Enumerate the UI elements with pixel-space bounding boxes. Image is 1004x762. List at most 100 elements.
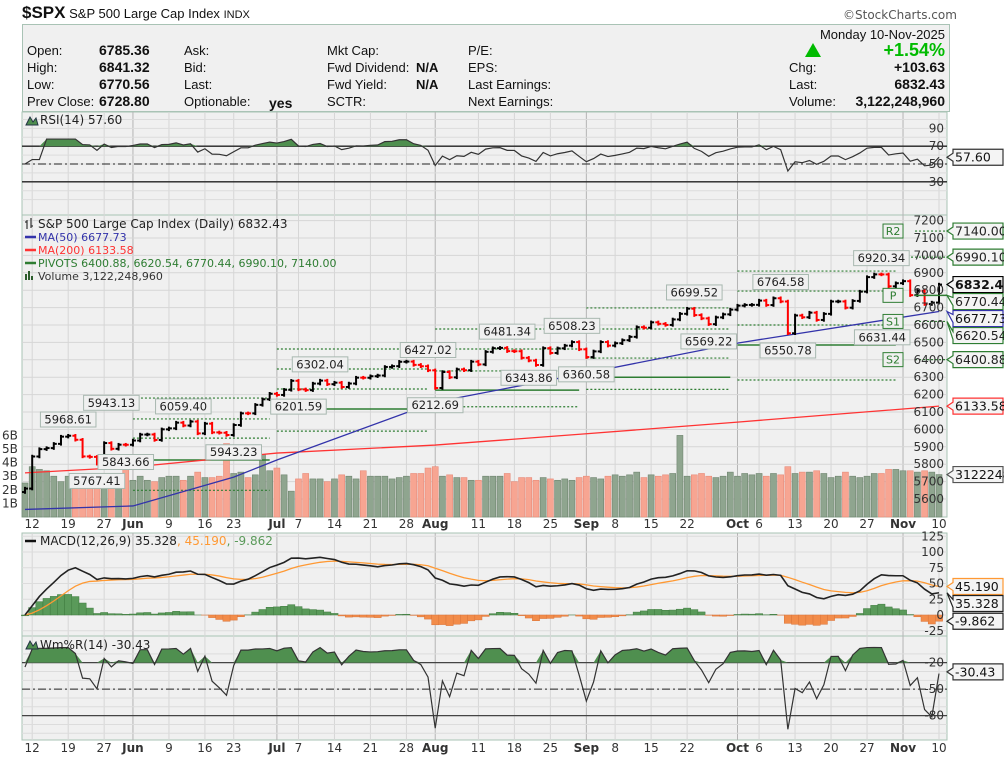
price-bar (849, 299, 856, 310)
price-bar (158, 427, 165, 442)
date-axis-label: 27 (859, 741, 874, 755)
date-axis-label: 18 (507, 741, 522, 755)
last-value: 6832.43 (894, 76, 945, 92)
price-bar (108, 441, 115, 451)
macd-histogram-bar (452, 614, 461, 625)
price-bar (86, 454, 93, 459)
macd-histogram-bar (488, 613, 497, 616)
macd-histogram-bar (136, 612, 144, 616)
price-bar (317, 378, 324, 386)
volume-bar (921, 470, 928, 518)
price-bar (511, 349, 518, 353)
macd-histogram-bar (460, 614, 468, 624)
macd-axis-label: -25 (924, 624, 944, 638)
macd-histogram-bar (129, 613, 137, 616)
volume-bar (784, 466, 792, 518)
volume-bar (525, 477, 533, 518)
macd-histogram-bar (647, 609, 655, 616)
price-annotation-box (39, 411, 97, 428)
low-value: 6770.56 (99, 76, 150, 92)
macd-histogram-bar (165, 612, 173, 616)
volume-bar (503, 473, 511, 518)
volume-bar (21, 482, 29, 518)
price-bar (669, 317, 676, 327)
macd-histogram-bar (431, 614, 440, 626)
volume-value: 3,122,248,960 (855, 93, 945, 109)
pivot-value-marker-box (946, 321, 1004, 345)
volume-bar (467, 479, 475, 518)
price-bar (763, 298, 770, 307)
volume-bar (129, 479, 137, 518)
price-bar (194, 419, 201, 436)
price-bar (259, 397, 266, 407)
price-bar (252, 403, 259, 416)
price-axis-label: 7100 (913, 231, 944, 245)
macd-histogram-bar (179, 611, 188, 616)
date-axis-label: 6 (755, 741, 763, 755)
price-panel (21, 214, 948, 518)
pivot-value-marker: 6400.88 (955, 352, 1004, 367)
macd-histogram-bar (676, 608, 684, 616)
price-bar (396, 360, 403, 368)
macd-signal-marker-box (945, 577, 1004, 596)
volume-axis-label: 1B (2, 496, 18, 510)
volume-bar (180, 479, 187, 518)
macd-histogram-bar (114, 613, 123, 616)
eps-label: EPS: (468, 60, 498, 75)
macd-histogram-bar (373, 614, 382, 618)
macd-value-marker: 35.328 (955, 596, 999, 611)
price-bar (561, 343, 568, 351)
volume-bar (287, 490, 295, 518)
price-bar (928, 300, 935, 306)
volume-bar (547, 478, 554, 518)
date-axis-label: 12 (25, 741, 40, 755)
price-annotation-box (752, 274, 809, 291)
volume-bar (453, 477, 461, 518)
volume-bar (381, 475, 389, 518)
quote-header: Open: 6785.36 High: 6841.32 Low: 6770.56… (22, 24, 950, 112)
high-value: 6841.32 (99, 59, 150, 75)
macd-histogram-bar (719, 614, 727, 617)
price-bar (439, 370, 446, 390)
date-axis-label: 8 (611, 741, 619, 755)
macd-histogram-bar (93, 613, 101, 616)
price-annotation: 6481.34 (483, 325, 531, 339)
price-bar (360, 375, 367, 380)
volume-bar (698, 473, 705, 518)
date-axis-label: 13 (787, 517, 802, 531)
willr-area-icon (25, 639, 39, 650)
price-axis-label: 6000 (913, 422, 944, 436)
price-bar (597, 340, 604, 354)
date-axis-label: 22 (679, 741, 694, 755)
optionable-value: yes (269, 95, 293, 111)
volume-bar (496, 475, 504, 518)
chart-labels: RSI(14) 57.60 S&P 500 Large Cap Index (D… (38, 113, 336, 652)
date-axis-label: 13 (787, 741, 802, 755)
macd-histogram-bar (784, 614, 792, 624)
date-axis-label: 7 (295, 517, 303, 531)
macd-histogram-bar (186, 611, 195, 616)
macd-histogram-bar (827, 614, 835, 621)
macd-histogram-bar (553, 614, 562, 618)
volume-bar (359, 470, 367, 518)
price-bar (892, 281, 899, 289)
macd-histogram-bar (366, 614, 375, 618)
macd-histogram-bar (481, 614, 490, 617)
price-bar (496, 346, 503, 350)
price-bar (806, 310, 813, 320)
price-annotation-box (543, 317, 601, 334)
price-bar (532, 358, 539, 367)
volume-bar (395, 477, 403, 518)
volume-bar (662, 474, 669, 518)
price-bar (583, 347, 590, 359)
price-bar (223, 430, 230, 437)
price-annotation-box (853, 329, 911, 346)
macd-histogram-bar (798, 614, 807, 626)
macd-histogram-bar (524, 614, 533, 619)
price-annotation: 5968.61 (44, 412, 92, 426)
volume-axis-label: 2B (2, 483, 18, 497)
price-axis-label: 6400 (913, 353, 944, 367)
price-annotation: 5943.23 (210, 445, 258, 459)
change-percent: +1.54% (883, 40, 945, 60)
